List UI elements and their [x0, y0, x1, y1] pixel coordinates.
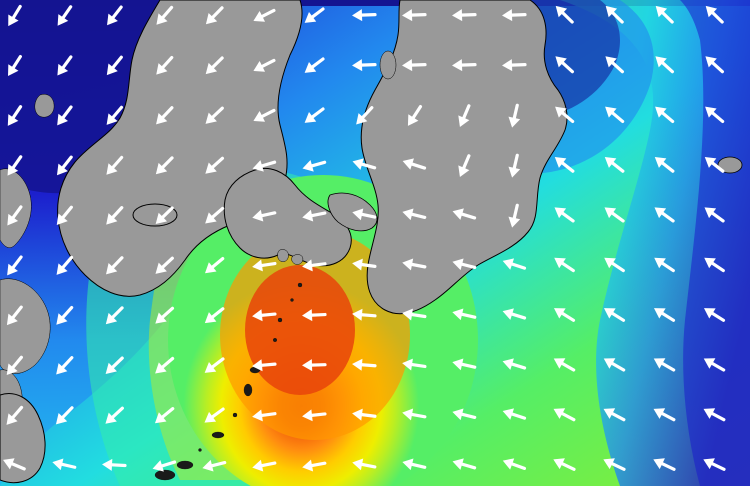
weather-map-container: [0, 0, 750, 486]
contour-base-map: [0, 0, 750, 486]
